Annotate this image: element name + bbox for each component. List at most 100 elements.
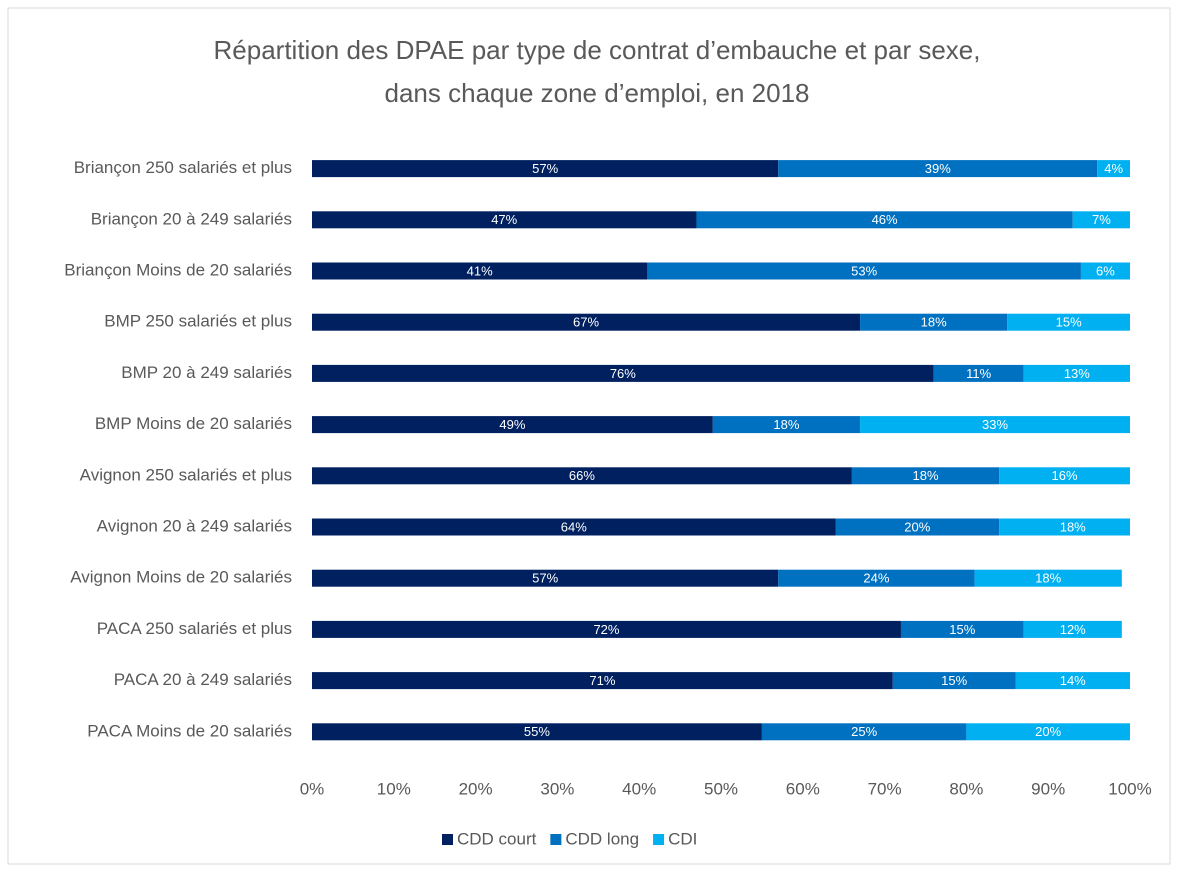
bar-segment (900, 620, 1024, 638)
x-tick-label: 70% (868, 779, 902, 798)
bar-segment (892, 672, 1016, 690)
legend-swatch (550, 834, 562, 845)
data-label: 39% (925, 161, 951, 176)
bar-segment (761, 723, 967, 741)
data-label: 57% (532, 161, 558, 176)
data-label: 41% (467, 263, 493, 278)
bar-segment (966, 723, 1130, 741)
y-tick-label: BMP Moins de 20 salariés (95, 414, 292, 433)
bar-segment (835, 518, 1000, 536)
bar-segment (860, 416, 1130, 434)
y-tick-label: Avignon 250 salariés et plus (80, 465, 292, 484)
plot (312, 160, 1130, 741)
y-tick-label: Briançon Moins de 20 salariés (64, 260, 292, 279)
x-tick-label: 10% (377, 779, 411, 798)
data-label: 18% (773, 417, 799, 432)
bar-segment (1072, 211, 1130, 229)
y-tick-label: Briançon 20 à 249 salariés (91, 209, 292, 228)
bar-segment (312, 518, 836, 536)
data-label: 49% (499, 417, 525, 432)
data-label: 18% (921, 315, 947, 330)
x-tick-label: 30% (540, 779, 574, 798)
y-tick-label: PACA 20 à 249 salariés (114, 670, 292, 689)
data-label: 12% (1060, 622, 1086, 637)
data-label: 47% (491, 212, 517, 227)
bar-segment (647, 262, 1081, 280)
data-label: 25% (851, 724, 877, 739)
data-label: 18% (912, 468, 938, 483)
bar-segment (312, 364, 934, 382)
y-tick-label: PACA Moins de 20 salariés (87, 721, 292, 740)
data-label: 16% (1052, 468, 1078, 483)
bar-segment (999, 467, 1130, 485)
data-label: 46% (872, 212, 898, 227)
bar-segment (933, 364, 1024, 382)
bar-segment (860, 313, 1008, 331)
data-label: 13% (1064, 366, 1090, 381)
chart-border (7, 7, 1171, 865)
y-tick-label: PACA 250 salariés et plus (97, 619, 292, 638)
data-label: 53% (851, 263, 877, 278)
data-label: 71% (589, 673, 615, 688)
data-label: 55% (524, 724, 550, 739)
bar-segment (851, 467, 1000, 485)
bar-segment (974, 569, 1122, 587)
legend-swatch (442, 834, 453, 845)
data-label: 6% (1096, 263, 1115, 278)
bar-segment (312, 313, 861, 331)
data-label: 76% (610, 366, 636, 381)
data-label: 15% (1056, 315, 1082, 330)
bar-segment (1080, 262, 1130, 280)
bar-segment (312, 672, 893, 690)
data-label: 20% (904, 519, 930, 534)
bar-segment (999, 518, 1130, 536)
chart-title: Répartition des DPAE par type de contrat… (214, 35, 981, 65)
data-label: 57% (532, 571, 558, 586)
data-label: 7% (1092, 212, 1111, 227)
data-label: 66% (569, 468, 595, 483)
data-label: 15% (949, 622, 975, 637)
data-label: 20% (1035, 724, 1061, 739)
x-tick-label: 80% (949, 779, 983, 798)
bar-segment (1023, 364, 1130, 382)
bar-segment (1007, 313, 1130, 331)
legend-label: CDD court (457, 829, 537, 848)
data-label: 64% (561, 519, 587, 534)
y-tick-label: Avignon Moins de 20 salariés (70, 568, 292, 587)
data-label: 11% (966, 366, 991, 381)
data-label: 24% (863, 571, 889, 586)
bar-segment (312, 160, 779, 178)
x-tick-label: 100% (1108, 779, 1151, 798)
bar-segment (312, 262, 648, 280)
data-label: 72% (593, 622, 619, 637)
legend-label: CDD long (565, 829, 639, 848)
bar-segment (712, 416, 861, 434)
bar-segment (778, 569, 975, 587)
y-tick-label: Briançon 250 salariés et plus (74, 158, 292, 177)
bar-segment (1023, 620, 1122, 638)
x-tick-label: 60% (786, 779, 820, 798)
chart-title: dans chaque zone d’emploi, en 2018 (385, 78, 810, 108)
bar-segment (312, 620, 901, 638)
y-tick-label: BMP 250 salariés et plus (104, 312, 292, 331)
data-label: 14% (1060, 673, 1086, 688)
x-tick-label: 40% (622, 779, 656, 798)
bar-segment (312, 416, 713, 434)
bar-segment (312, 723, 762, 741)
legend-swatch (653, 834, 665, 845)
x-tick-label: 90% (1031, 779, 1065, 798)
data-label: 18% (1035, 571, 1061, 586)
data-label: 67% (573, 315, 599, 330)
bar-segment (312, 211, 697, 229)
data-label: 4% (1104, 161, 1123, 176)
x-tick-label: 20% (459, 779, 493, 798)
x-tick-label: 0% (300, 779, 325, 798)
bar-segment (696, 211, 1073, 229)
y-tick-label: Avignon 20 à 249 salariés (97, 516, 292, 535)
bar-segment (1097, 160, 1130, 178)
data-label: 18% (1060, 519, 1086, 534)
bar-segment (778, 160, 1098, 178)
data-label: 15% (941, 673, 967, 688)
x-tick-label: 50% (704, 779, 738, 798)
